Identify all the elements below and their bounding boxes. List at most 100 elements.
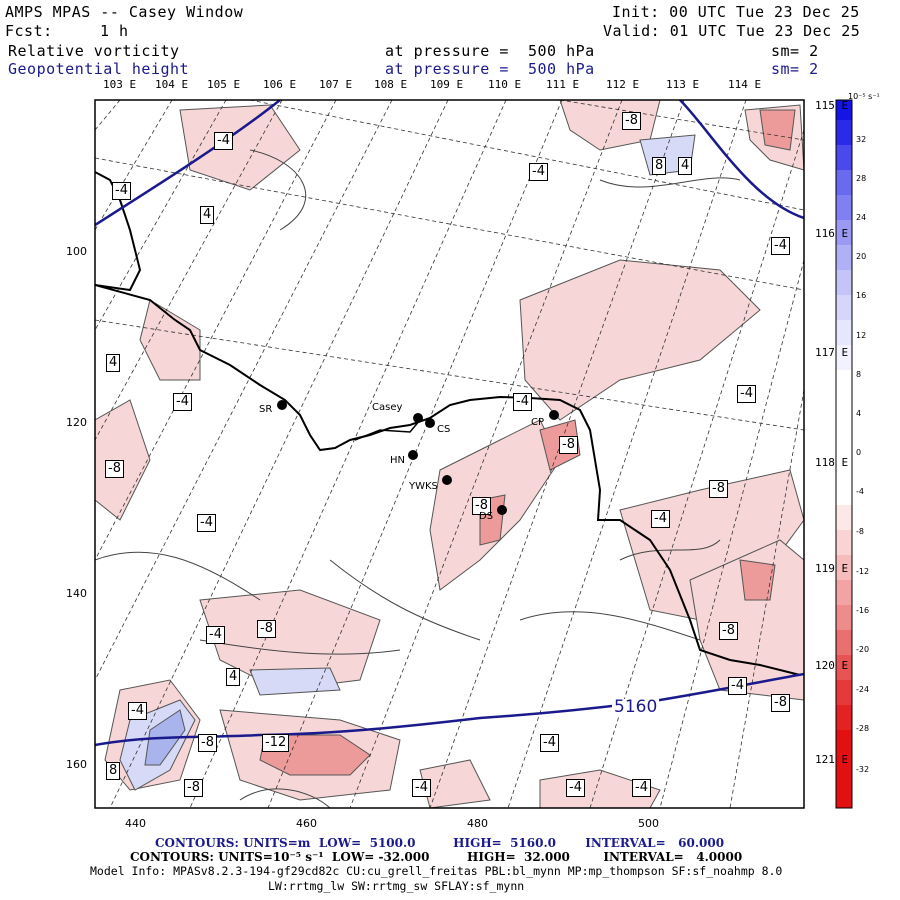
contour-label: 4 <box>226 668 241 686</box>
contour-label: 8 <box>652 157 667 175</box>
colorbar-tick: 20 <box>856 252 867 261</box>
colorbar-tick: -28 <box>856 724 870 733</box>
lon-label: 118 E <box>815 456 849 469</box>
colorbar-tick: -16 <box>856 606 870 615</box>
contour-label: -12 <box>262 734 290 752</box>
coastline <box>95 171 801 676</box>
contour-label: -8 <box>105 460 124 478</box>
colorbar-tick: 16 <box>856 291 867 300</box>
contour-label: -4 <box>632 779 651 797</box>
contour-label: -8 <box>472 497 491 515</box>
lon-label: 113 E <box>666 78 700 91</box>
contour-label: -4 <box>737 385 756 403</box>
contour-label: -8 <box>709 480 728 498</box>
lon-label: 109 E <box>430 78 464 91</box>
contour-label: -8 <box>719 622 738 640</box>
colorbar-tick: -8 <box>856 527 864 536</box>
y-tick: 160 <box>66 758 87 771</box>
lon-label: 108 E <box>374 78 408 91</box>
colorbar-tick: -20 <box>856 645 870 654</box>
contour-label: -4 <box>128 702 147 720</box>
colorbar-unit: 10⁻⁵ s⁻¹ <box>848 92 880 101</box>
y-tick: 120 <box>66 416 87 429</box>
colorbar-tick: 32 <box>856 135 867 144</box>
station-label-ywks: YWKS <box>409 481 438 492</box>
model-info-physics: LW:rrtmg_lw SW:rrtmg_sw SFLAY:sf_mynn <box>268 879 525 893</box>
vorticity-contours <box>95 149 741 808</box>
y-tick: 140 <box>66 587 87 600</box>
field2-name: Geopotential height <box>8 60 190 78</box>
contour-label: -8 <box>622 112 641 130</box>
station-markers <box>277 400 559 515</box>
contour-label: 4 <box>200 206 215 224</box>
station-label-sr: SR <box>259 404 273 415</box>
contour-label: -4 <box>771 237 790 255</box>
contour-label: 8 <box>106 762 121 780</box>
field2-level: at pressure = 500 hPa <box>385 60 595 78</box>
contour-label: -4 <box>651 510 670 528</box>
colorbar <box>835 99 853 809</box>
contour-label: -8 <box>257 620 276 638</box>
lon-label: 107 E <box>319 78 353 91</box>
colorbar-tick: 24 <box>856 213 867 222</box>
lon-label: 114 E <box>728 78 762 91</box>
colorbar-tick: 0 <box>856 448 862 457</box>
contour-label: -4 <box>728 677 747 695</box>
station-label-ds: DS <box>479 511 494 522</box>
init-time: Init: 00 UTC Tue 23 Dec 25 <box>612 3 860 21</box>
lon-label: 112 E <box>606 78 640 91</box>
colorbar-tick: -32 <box>856 765 870 774</box>
x-tick: 460 <box>296 817 317 830</box>
field1-level: at pressure = 500 hPa <box>385 42 595 60</box>
contour-label: -4 <box>197 514 216 532</box>
ice-shelf-edge <box>354 419 421 441</box>
contour-label: -8 <box>184 779 203 797</box>
colorbar-tick: 12 <box>856 331 867 340</box>
contour-label: -4 <box>540 734 559 752</box>
plot-frame <box>94 99 805 809</box>
lon-label: 110 E <box>488 78 522 91</box>
height-contour-info: CONTOURS: UNITS=m LOW= 5100.0 HIGH= 5160… <box>155 836 725 850</box>
colorbar-tick: -24 <box>856 685 870 694</box>
forecast-label: Fcst: <box>5 22 53 40</box>
contour-label: -4 <box>112 182 131 200</box>
colorbar-tick: 28 <box>856 174 867 183</box>
station-label-casey: Casey <box>372 402 403 413</box>
contour-label: -8 <box>559 436 578 454</box>
contour-label: -4 <box>566 779 585 797</box>
forecast-hour: 1 h <box>100 22 129 40</box>
station-label-cs: CS <box>437 424 451 435</box>
lon-label: 117 E <box>815 346 849 359</box>
lon-label: 120 E <box>815 659 849 672</box>
geopotential-height-contours <box>95 100 804 747</box>
contour-label: -8 <box>771 694 790 712</box>
colorbar-tick: 8 <box>856 370 862 379</box>
lon-label: 103 E <box>103 78 137 91</box>
model-info: Model Info: MPASv8.2.3-194-gf29cd82c CU:… <box>90 864 783 878</box>
longitude-graticule <box>95 100 804 808</box>
contour-label: -4 <box>173 393 192 411</box>
contour-label: 4 <box>678 157 693 175</box>
contour-label: -4 <box>412 779 431 797</box>
x-tick: 500 <box>638 817 659 830</box>
contour-label: -4 <box>513 393 532 411</box>
contour-label: -4 <box>206 626 225 644</box>
station-label-cp: CP <box>531 417 545 428</box>
station-label-hn: HN <box>390 455 405 466</box>
lon-label: 119 E <box>815 562 849 575</box>
colorbar-tick: -12 <box>856 567 870 576</box>
lon-label: 115 E <box>815 99 849 112</box>
lon-label: 104 E <box>155 78 189 91</box>
contour-label: -4 <box>529 163 548 181</box>
lon-label: 105 E <box>207 78 241 91</box>
valid-time: Valid: 01 UTC Tue 23 Dec 25 <box>603 22 861 40</box>
field2-smoothing: sm= 2 <box>771 60 819 78</box>
lon-label: 116 E <box>815 227 849 240</box>
latitude-graticule <box>95 100 804 431</box>
height-contour-label: 5160 <box>612 697 660 717</box>
lon-label: 121 E <box>815 753 849 766</box>
colorbar-tick: -4 <box>856 487 864 496</box>
contour-label: -8 <box>198 734 217 752</box>
field1-smoothing: sm= 2 <box>771 42 819 60</box>
